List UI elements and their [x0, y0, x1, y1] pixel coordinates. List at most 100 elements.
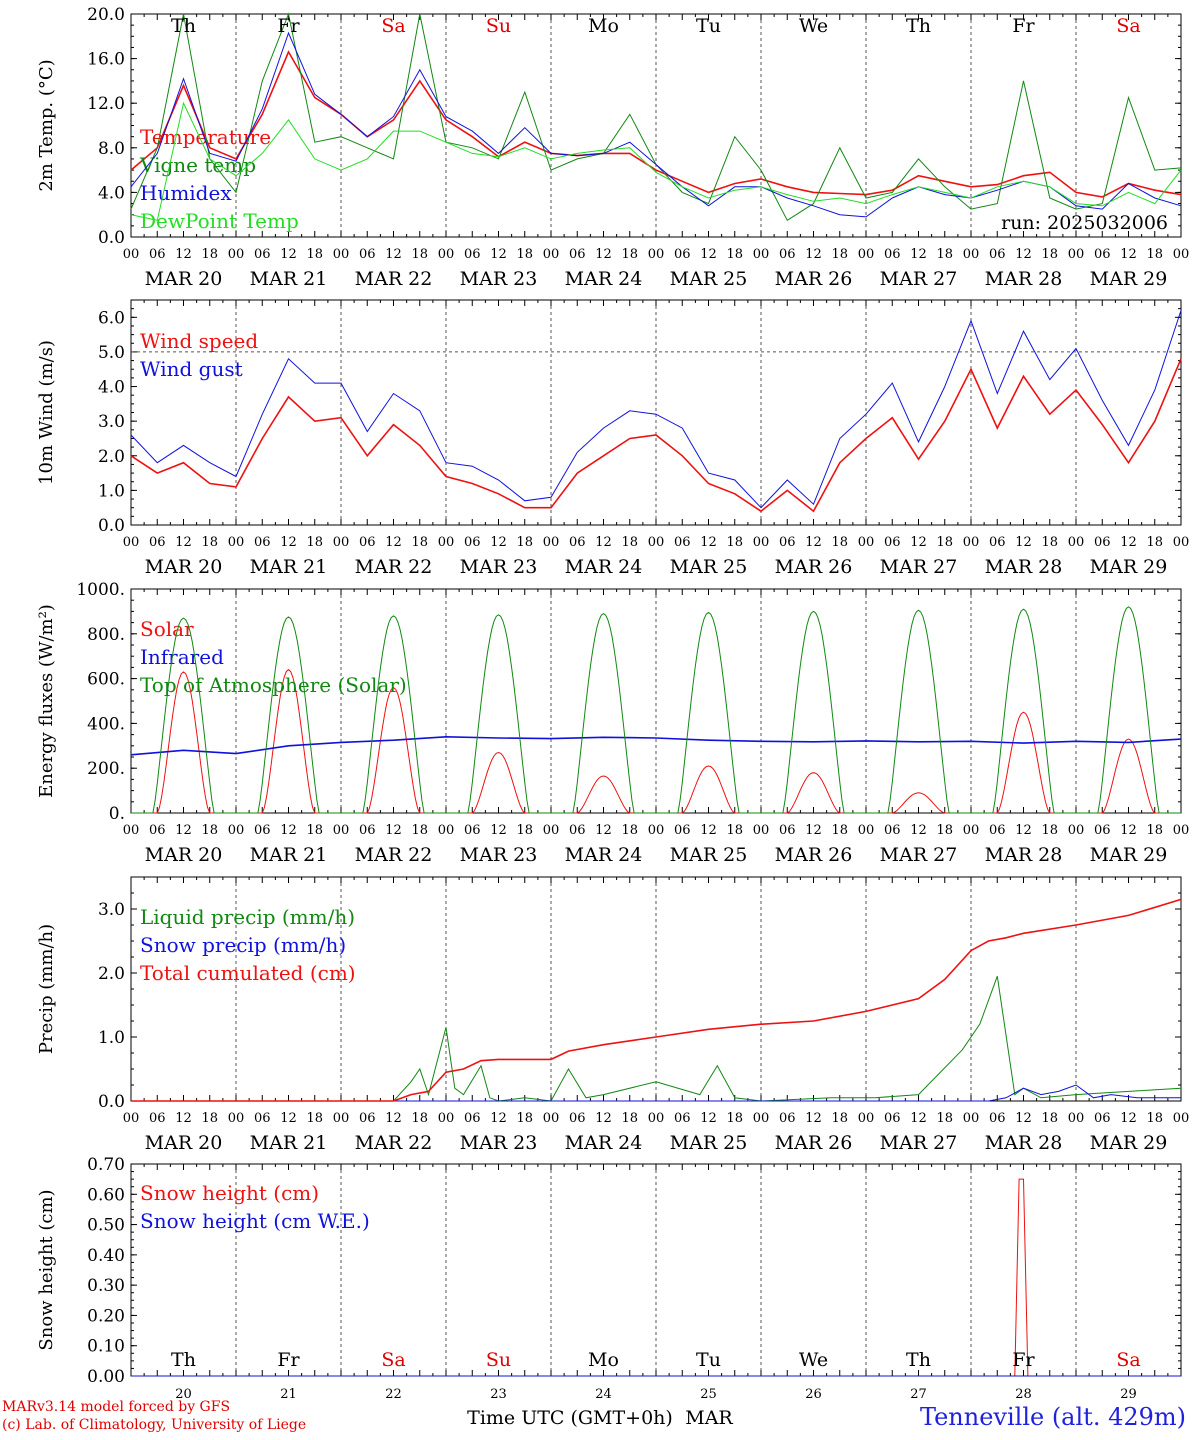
x-date-label: MAR 21: [250, 1132, 328, 1154]
x-hour-label: 18: [726, 1111, 743, 1126]
y-axis-label: 2m Temp. (°C): [36, 59, 57, 191]
x-hour-label: 18: [306, 535, 323, 550]
x-date-label: MAR 20: [145, 1132, 223, 1154]
x-date-label: MAR 23: [460, 844, 538, 866]
y-tick-label: 12.0: [87, 94, 125, 114]
x-hour-label: 18: [516, 535, 533, 550]
x-hour-label: 00: [858, 247, 875, 262]
x-hour-label: 00: [438, 247, 455, 262]
site-label: Tenneville (alt. 429m): [919, 1403, 1186, 1431]
x-date-label: MAR 29: [1090, 268, 1168, 290]
x-hour-label: 00: [753, 535, 770, 550]
x-hour-label: 06: [1094, 535, 1111, 550]
x-hour-label: 18: [516, 1111, 533, 1126]
legend-entry: Total cumulated (cm): [140, 961, 356, 985]
x-hour-label: 00: [438, 1111, 455, 1126]
x-hour-label: 00: [1068, 247, 1085, 262]
series-line-total-cumulated-cm-: [131, 898, 1182, 1102]
x-hour-label: 12: [595, 823, 612, 838]
x-hour-label: 00: [543, 535, 560, 550]
x-hour-label: 12: [280, 1111, 297, 1126]
weekday-label: Tu: [696, 15, 721, 37]
x-hour-label: 12: [1015, 535, 1032, 550]
x-date-label: MAR 28: [985, 268, 1063, 290]
y-tick-label: 2.0: [98, 447, 125, 467]
x-date-label: MAR 26: [775, 1132, 853, 1154]
legend-entry: Snow precip (mm/h): [140, 933, 346, 957]
x-date-label: MAR 27: [880, 556, 958, 578]
x-hour-label: 18: [621, 823, 638, 838]
x-date-label: MAR 29: [1090, 844, 1168, 866]
x-hour-label: 00: [228, 247, 245, 262]
x-hour-label: 06: [779, 1111, 796, 1126]
x-date-label: MAR 29: [1090, 1132, 1168, 1154]
series-line-humidex: [130, 31, 1182, 218]
x-hour-label: 06: [359, 1111, 376, 1126]
x-hour-label: 18: [936, 247, 953, 262]
weekday-label: Mo: [588, 15, 619, 37]
x-date-label: MAR 28: [985, 556, 1063, 578]
y-tick-label: 16.0: [87, 50, 125, 70]
x-hour-label: 18: [831, 823, 848, 838]
y-tick-label: 800.: [87, 625, 125, 645]
legend-entry: Top of Atmosphere (Solar): [140, 673, 407, 697]
x-hour-label: 00: [1068, 823, 1085, 838]
x-hour-label: 12: [490, 823, 507, 838]
x-hour-label: 00: [1173, 247, 1190, 262]
x-hour-label: 00: [1173, 823, 1190, 838]
x-hour-label: 18: [306, 823, 323, 838]
legend-entry: Vigne temp: [139, 153, 256, 177]
x-hour-label: 00: [438, 535, 455, 550]
x-hour-label: 12: [805, 535, 822, 550]
x-axis-month: MAR: [685, 1407, 733, 1429]
day-number-label: 25: [700, 1387, 717, 1402]
x-date-label: MAR 25: [670, 1132, 748, 1154]
x-date-label: MAR 23: [460, 268, 538, 290]
x-hour-label: 06: [779, 247, 796, 262]
x-hour-label: 18: [411, 535, 428, 550]
x-hour-label: 18: [411, 1111, 428, 1126]
x-hour-label: 00: [123, 1111, 140, 1126]
x-hour-label: 06: [464, 535, 481, 550]
x-hour-label: 12: [595, 1111, 612, 1126]
x-hour-label: 00: [648, 535, 665, 550]
run-label: run: 2025032006: [1001, 212, 1168, 234]
legend-entry: Wind speed: [140, 329, 258, 353]
weekday-label: Mo: [588, 1349, 619, 1371]
y-tick-label: 1.0: [98, 481, 125, 501]
x-hour-label: 12: [910, 247, 927, 262]
x-hour-label: 00: [123, 247, 140, 262]
x-hour-label: 12: [385, 1111, 402, 1126]
x-hour-label: 00: [753, 247, 770, 262]
x-date-label: MAR 22: [355, 844, 433, 866]
x-hour-label: 12: [700, 1111, 717, 1126]
x-date-label: MAR 28: [985, 1132, 1063, 1154]
x-hour-label: 06: [674, 247, 691, 262]
x-date-label: MAR 23: [460, 1132, 538, 1154]
x-hour-label: 12: [1015, 1111, 1032, 1126]
series-line-wind-speed: [130, 358, 1182, 513]
x-hour-label: 00: [333, 823, 350, 838]
x-hour-label: 00: [963, 1111, 980, 1126]
x-hour-label: 06: [884, 535, 901, 550]
x-hour-label: 06: [989, 823, 1006, 838]
weekday-label: Sa: [381, 1349, 405, 1371]
x-hour-label: 06: [674, 1111, 691, 1126]
x-hour-label: 06: [1094, 1111, 1111, 1126]
y-axis-label: Precip (mm/h): [36, 924, 57, 1054]
weekday-label: Th: [906, 15, 931, 37]
x-hour-label: 06: [464, 247, 481, 262]
x-hour-label: 18: [621, 247, 638, 262]
x-hour-label: 06: [779, 535, 796, 550]
x-hour-label: 18: [936, 535, 953, 550]
x-hour-label: 00: [858, 1111, 875, 1126]
y-tick-label: 0.70: [87, 1155, 125, 1175]
x-hour-label: 12: [910, 1111, 927, 1126]
x-hour-label: 06: [884, 1111, 901, 1126]
x-hour-label: 12: [700, 535, 717, 550]
x-hour-label: 12: [490, 535, 507, 550]
x-hour-label: 12: [385, 823, 402, 838]
x-date-label: MAR 24: [565, 556, 643, 578]
series-line-temperature: [130, 50, 1182, 198]
x-date-label: MAR 29: [1090, 556, 1168, 578]
